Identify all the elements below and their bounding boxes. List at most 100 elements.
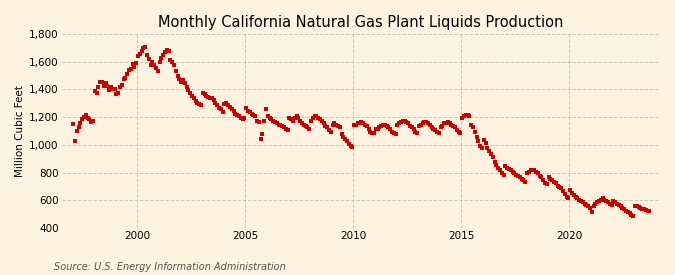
Y-axis label: Million Cubic Feet: Million Cubic Feet bbox=[15, 85, 25, 177]
Point bbox=[455, 131, 466, 135]
Point bbox=[595, 197, 606, 202]
Point bbox=[558, 189, 568, 193]
Point bbox=[608, 199, 619, 203]
Point bbox=[250, 114, 261, 119]
Point bbox=[398, 118, 408, 123]
Point bbox=[561, 195, 572, 199]
Point bbox=[133, 54, 144, 58]
Point bbox=[369, 131, 379, 135]
Point bbox=[495, 168, 506, 173]
Point bbox=[435, 125, 446, 130]
Point bbox=[482, 146, 493, 150]
Point bbox=[452, 128, 462, 133]
Point bbox=[323, 128, 334, 133]
Point bbox=[293, 116, 304, 120]
Point bbox=[588, 204, 599, 209]
Point bbox=[111, 92, 122, 97]
Point bbox=[313, 116, 323, 120]
Point bbox=[512, 174, 523, 178]
Point bbox=[448, 124, 458, 128]
Point bbox=[511, 172, 522, 177]
Point bbox=[342, 139, 352, 144]
Point bbox=[568, 193, 579, 198]
Point bbox=[228, 109, 239, 113]
Point bbox=[453, 130, 464, 134]
Point bbox=[583, 204, 593, 209]
Point bbox=[163, 49, 174, 53]
Point bbox=[212, 103, 223, 108]
Point bbox=[525, 168, 536, 173]
Point bbox=[248, 113, 259, 117]
Point bbox=[381, 124, 392, 128]
Point bbox=[282, 128, 293, 133]
Point bbox=[126, 66, 136, 71]
Point bbox=[333, 124, 344, 128]
Point bbox=[620, 208, 631, 213]
Point bbox=[489, 160, 500, 164]
Point bbox=[97, 79, 107, 84]
Point bbox=[604, 202, 615, 206]
Point bbox=[142, 53, 153, 57]
Point bbox=[104, 88, 115, 92]
Point bbox=[167, 60, 178, 65]
Point bbox=[428, 127, 439, 131]
Point bbox=[298, 123, 309, 127]
Point bbox=[185, 91, 196, 95]
Point bbox=[145, 63, 156, 67]
Point bbox=[77, 117, 88, 121]
Point bbox=[624, 211, 635, 216]
Point bbox=[523, 170, 534, 174]
Point bbox=[140, 45, 151, 49]
Point bbox=[406, 125, 417, 130]
Point bbox=[279, 125, 290, 130]
Point bbox=[592, 200, 603, 205]
Point bbox=[475, 143, 485, 148]
Point bbox=[153, 68, 163, 73]
Point bbox=[538, 178, 549, 182]
Point bbox=[450, 125, 460, 130]
Point bbox=[354, 121, 365, 125]
Point bbox=[431, 130, 442, 134]
Point bbox=[223, 103, 234, 108]
Point bbox=[158, 53, 169, 57]
Point bbox=[372, 127, 383, 131]
Point bbox=[295, 118, 306, 123]
Point bbox=[529, 168, 539, 173]
Point bbox=[178, 78, 188, 82]
Title: Monthly California Natural Gas Plant Liquids Production: Monthly California Natural Gas Plant Liq… bbox=[158, 15, 564, 30]
Point bbox=[565, 188, 576, 192]
Point bbox=[244, 110, 255, 114]
Point bbox=[439, 121, 450, 125]
Point bbox=[572, 196, 583, 200]
Point bbox=[446, 123, 457, 127]
Point bbox=[124, 68, 134, 72]
Point bbox=[307, 116, 318, 120]
Point bbox=[322, 125, 333, 130]
Point bbox=[75, 120, 86, 125]
Point bbox=[183, 88, 194, 92]
Point bbox=[205, 96, 215, 101]
Point bbox=[291, 114, 302, 119]
Point bbox=[304, 127, 315, 131]
Point bbox=[136, 48, 147, 53]
Point bbox=[628, 214, 639, 218]
Point bbox=[603, 200, 614, 205]
Point bbox=[74, 125, 84, 129]
Text: Source: U.S. Energy Information Administration: Source: U.S. Energy Information Administ… bbox=[54, 262, 286, 272]
Point bbox=[300, 124, 311, 128]
Point bbox=[336, 132, 347, 137]
Point bbox=[421, 120, 431, 124]
Point bbox=[637, 206, 647, 211]
Point bbox=[496, 171, 507, 175]
Point bbox=[347, 145, 358, 149]
Point bbox=[644, 209, 655, 214]
Point bbox=[131, 61, 142, 65]
Point bbox=[203, 95, 214, 99]
Point bbox=[302, 125, 313, 130]
Point bbox=[95, 79, 106, 84]
Point bbox=[217, 110, 228, 114]
Point bbox=[273, 123, 284, 127]
Point bbox=[271, 121, 282, 125]
Point bbox=[329, 121, 340, 125]
Point bbox=[615, 204, 626, 209]
